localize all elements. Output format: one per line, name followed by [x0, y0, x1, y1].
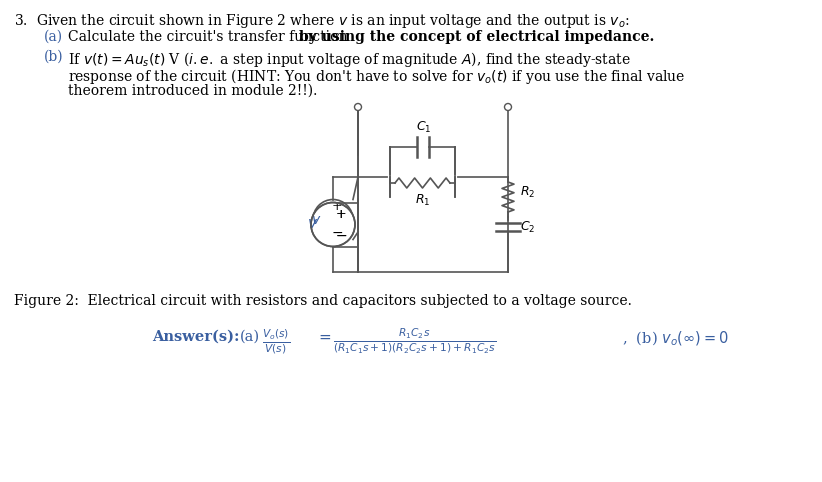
Text: −: −	[335, 228, 347, 242]
Text: +: +	[335, 208, 346, 221]
Text: (b): (b)	[44, 50, 63, 64]
Text: +: +	[335, 208, 346, 221]
Text: $C_2$: $C_2$	[520, 219, 535, 235]
Text: −: −	[331, 226, 343, 240]
Text: +: +	[332, 200, 342, 213]
Text: $C_1$: $C_1$	[416, 120, 432, 135]
Text: response of the circuit (HINT: You don't have to solve for $v_o(t)$ if you use t: response of the circuit (HINT: You don't…	[68, 67, 686, 86]
Text: theorem introduced in module 2!!).: theorem introduced in module 2!!).	[68, 84, 317, 98]
Text: ,  (b) $v_o(\infty) = 0$: , (b) $v_o(\infty) = 0$	[622, 330, 728, 348]
Text: $R_2$: $R_2$	[520, 185, 535, 200]
Text: Figure 2:  Electrical circuit with resistors and capacitors subjected to a volta: Figure 2: Electrical circuit with resist…	[14, 294, 632, 308]
Text: (a): (a)	[44, 30, 63, 44]
Text: $R_1$: $R_1$	[415, 193, 430, 208]
Text: $\frac{V_o(s)}{V(s)}$: $\frac{V_o(s)}{V(s)}$	[262, 327, 290, 356]
Text: −: −	[335, 228, 347, 242]
Text: $v$: $v$	[307, 217, 319, 231]
Text: by using the concept of electrical impedance.: by using the concept of electrical imped…	[299, 30, 654, 44]
Text: $=$: $=$	[316, 330, 332, 344]
Text: 3.  Given the circuit shown in Figure 2 where $v$ is an input voltage and the ou: 3. Given the circuit shown in Figure 2 w…	[14, 12, 630, 30]
Text: If $v(t) = Au_s(t)$ V ($i.e.$ a step input voltage of magnitude $A$), find the s: If $v(t) = Au_s(t)$ V ($i.e.$ a step inp…	[68, 50, 630, 69]
Text: $\frac{R_1C_2s}{(R_1C_1s+1)(R_2C_2s+1)+R_1C_2s}$: $\frac{R_1C_2s}{(R_1C_1s+1)(R_2C_2s+1)+R…	[333, 327, 496, 356]
Circle shape	[312, 203, 354, 246]
Text: Answer(s):: Answer(s):	[152, 330, 239, 344]
Text: Calculate the circuit's transfer function: Calculate the circuit's transfer functio…	[68, 30, 352, 44]
Text: $v$: $v$	[311, 213, 321, 227]
Text: (a): (a)	[240, 330, 260, 344]
